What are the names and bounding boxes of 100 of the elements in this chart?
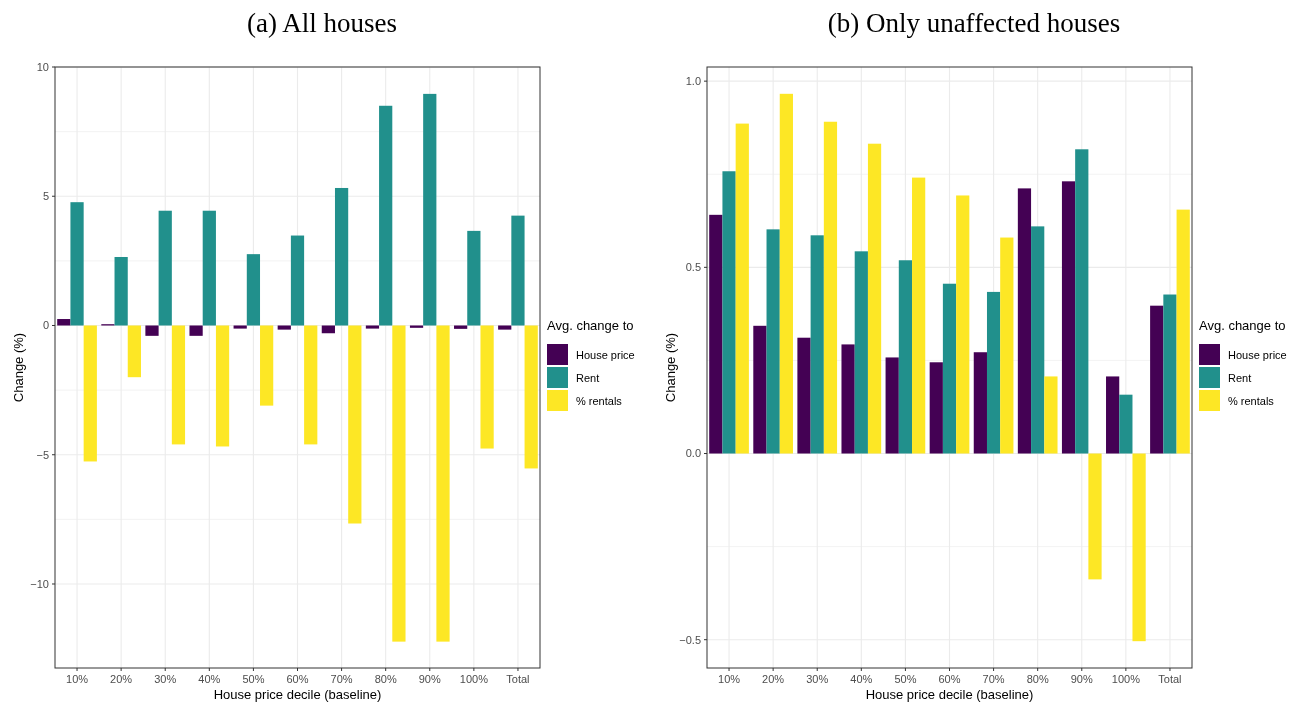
bar [114, 256, 128, 326]
bar [1150, 305, 1164, 454]
y-tick-label: −0.5 [679, 633, 701, 646]
x-tick-label: 20% [110, 673, 133, 685]
x-tick-label: 10% [718, 673, 741, 685]
bar [867, 143, 882, 454]
x-tick-label: 50% [894, 673, 917, 685]
bar [1061, 181, 1076, 454]
bar [898, 260, 913, 454]
bar [392, 325, 406, 642]
bar [215, 325, 230, 447]
bar [766, 229, 780, 454]
legend-label: Rent [576, 371, 600, 384]
bar [304, 325, 318, 445]
bar [1044, 376, 1058, 454]
x-tick-label: Total [1158, 673, 1182, 685]
bar [498, 325, 512, 330]
bar [145, 325, 159, 336]
bar [233, 325, 247, 329]
y-tick-label: 0.0 [685, 447, 701, 460]
bar [779, 93, 793, 454]
bar [753, 325, 767, 454]
x-tick-label: 100% [459, 673, 489, 685]
x-axis-title: House price decile (baseline) [213, 687, 382, 702]
bar [436, 325, 450, 642]
bar [348, 325, 362, 524]
bar [277, 325, 291, 330]
chart-title: (a) All houses [247, 8, 397, 38]
bar [1088, 453, 1102, 580]
bar [171, 325, 186, 445]
bar [823, 121, 838, 454]
x-tick-label: 60% [938, 673, 961, 685]
x-tick-label: 40% [850, 673, 873, 685]
y-tick-label: 10 [36, 60, 49, 73]
x-tick-label: 100% [1111, 673, 1141, 685]
bar [1106, 376, 1120, 454]
x-tick-label: 60% [286, 673, 309, 685]
bar [409, 325, 424, 328]
bar [929, 362, 943, 454]
bar [379, 105, 393, 326]
legend-title: Avg. change to [547, 318, 634, 333]
legend-label: Rent [1228, 371, 1252, 384]
y-tick-label: 0 [42, 319, 49, 332]
bar [334, 187, 349, 326]
bar [1119, 394, 1133, 454]
bar [423, 93, 437, 326]
bar [1132, 453, 1146, 642]
bar [290, 235, 305, 326]
bar [722, 171, 736, 454]
legend-label: House price [1228, 348, 1287, 361]
bar [1163, 294, 1177, 454]
bar [1000, 237, 1014, 454]
bar [480, 325, 494, 449]
legend-label: House price [576, 348, 635, 361]
bar [854, 251, 868, 454]
y-tick-label: 1.0 [685, 75, 701, 87]
x-tick-label: 90% [418, 673, 441, 685]
bar [467, 230, 481, 326]
bar [189, 325, 203, 336]
bar [986, 291, 1001, 454]
x-tick-label: 80% [374, 673, 397, 685]
x-tick-label: 70% [982, 673, 1005, 685]
bar [885, 357, 899, 454]
legend-label: % rentals [1228, 394, 1275, 407]
bar [158, 210, 172, 326]
bar [57, 319, 71, 326]
x-tick-label: 30% [154, 673, 177, 685]
x-tick-label: Total [506, 673, 530, 685]
bar [70, 202, 84, 326]
bar [1075, 149, 1089, 454]
y-tick-label: −5 [36, 448, 49, 461]
legend-label: % rentals [576, 394, 623, 407]
x-axis-title: House price decile (baseline) [865, 687, 1034, 702]
x-tick-label: 10% [66, 673, 89, 685]
x-tick-label: 40% [198, 673, 221, 685]
y-axis-title: Change (%) [663, 332, 678, 403]
y-tick-label: −10 [30, 577, 49, 590]
y-tick-label: 5 [42, 190, 49, 203]
bar [83, 325, 97, 462]
bar [511, 215, 525, 326]
bar [1176, 209, 1190, 454]
bar [1017, 188, 1032, 454]
bar [709, 214, 723, 454]
bar [321, 325, 335, 334]
legend-title: Avg. change to [1199, 318, 1286, 333]
bar [797, 337, 811, 454]
chart-title: (b) Only unaffected houses [827, 8, 1121, 38]
y-tick-label: 0.5 [685, 261, 701, 274]
bar [956, 195, 970, 454]
bar [260, 325, 274, 406]
bar [1031, 226, 1045, 454]
bar [942, 283, 957, 454]
bar [365, 325, 380, 329]
y-axis-title: Change (%) [11, 332, 26, 403]
bar [912, 177, 926, 454]
x-tick-label: 80% [1026, 673, 1049, 685]
bar [246, 254, 261, 326]
bar [810, 235, 824, 454]
x-tick-label: 50% [242, 673, 265, 685]
bar [127, 325, 141, 378]
